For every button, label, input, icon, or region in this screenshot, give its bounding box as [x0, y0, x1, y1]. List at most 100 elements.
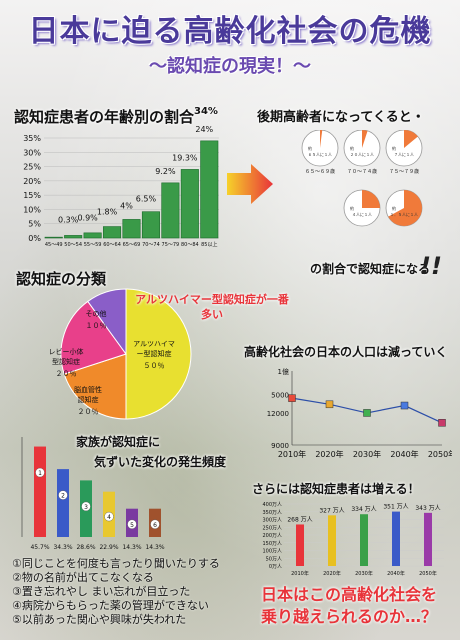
pie-value-label: ５０％ — [144, 362, 165, 370]
poster-subtitle: ～認知症の現実！～ — [149, 56, 311, 77]
mini-pie-text: ７人に１人 — [394, 152, 414, 157]
x-tick-label: 2010年 — [291, 570, 309, 577]
y-tick-label: 200万人 — [262, 533, 282, 539]
data-label: 24% — [195, 126, 213, 134]
line-marker — [288, 394, 296, 402]
pie-slice — [63, 353, 127, 420]
bar-number: 5 — [130, 522, 134, 529]
list-item: ④病院からもらった薬の管理ができない — [12, 599, 209, 612]
line-marker — [438, 419, 446, 427]
mini-pie-label: 約 — [350, 205, 354, 211]
y-tick-label: 25% — [23, 163, 41, 172]
mini-pie-text: ６５人に１人 — [308, 152, 332, 157]
x-tick-label: 2050年 — [428, 449, 452, 459]
age-chart-title-text: 認知症患者の年齢別の割合 — [14, 108, 195, 126]
bar — [180, 169, 199, 239]
patients-title: さらには認知症患者は増える！ — [252, 482, 420, 496]
types-callout: アルツハイマー型認知症が一番多い — [135, 293, 289, 321]
bar-number: 3 — [84, 504, 88, 511]
bar — [44, 236, 63, 239]
list-item: ①同じことを何度も言ったり聞いたりする — [12, 557, 220, 570]
mini-pie-slice — [404, 130, 418, 148]
mini-pie-label: 約 — [350, 145, 354, 151]
mini-pie-label: 約 — [308, 145, 312, 151]
line-marker — [325, 400, 334, 409]
bar-number-badge — [127, 519, 137, 529]
bar — [34, 446, 46, 537]
x-tick-label: 2010年 — [278, 449, 306, 459]
bar-number: 6 — [153, 522, 157, 529]
mini-pie-label: 約 — [392, 205, 396, 211]
bar — [200, 140, 219, 239]
bar — [103, 226, 122, 239]
bar-number-badge — [104, 511, 114, 522]
y-tick-label: 35% — [23, 134, 41, 143]
data-label: 0.3% — [58, 216, 79, 225]
age-bar-chart: 0% 5% 10% 15% 20% 25% 30% 35% 45～49 50～54 0.3% 55～5… — [23, 126, 219, 248]
bar — [328, 515, 336, 566]
y-tick-label: 10% — [23, 205, 41, 214]
pie-value-label: ２０％ — [78, 408, 99, 416]
line-marker — [400, 401, 409, 410]
data-label: 45.7% — [30, 544, 49, 551]
pie-slice — [87, 288, 127, 356]
x-tick-label: 55～59 — [84, 242, 102, 248]
mini-pie-label: 約 — [392, 145, 396, 151]
x-tick-label: 85以上 — [201, 241, 217, 248]
data-label: 28.6% — [76, 544, 95, 551]
list-item: ③置き忘れやし まい忘れが目立った — [12, 585, 191, 598]
pie-name-label: ー型認知症 — [137, 349, 172, 358]
x-tick-label: 2030年 — [355, 570, 373, 577]
late-elderly-pies: 約６５人に１人６５～６９歳約２０人に１人７０～７４歳約７人に１人７５～７９歳約４… — [301, 130, 423, 227]
x-tick-label: 50～54 — [64, 242, 82, 248]
pie-name-label: その他 — [86, 309, 107, 318]
y-tick-label: 20% — [23, 177, 41, 186]
mini-pie-slice — [362, 130, 368, 148]
mini-pie-caption: ７５～７９歳 — [389, 168, 419, 175]
mini-pie-slice — [388, 190, 422, 226]
y-tick-label: 5000 — [271, 392, 289, 400]
data-label: 14.3% — [122, 544, 141, 551]
list-item: ⑤以前あった関心や興味が失われた — [12, 613, 187, 626]
population-title: 高齢化社会の日本の人口は減っていく — [244, 345, 448, 359]
family-change-list: ①同じことを何度も言ったり聞いたりする ②物の名前が出てこなくなる ③置き忘れや… — [12, 557, 220, 627]
x-tick-label: 45～49 — [45, 242, 63, 248]
x-tick-label: 2040年 — [387, 570, 405, 577]
bar — [296, 524, 304, 566]
bar — [64, 235, 83, 239]
pie-value-label: ２０％ — [56, 370, 77, 378]
y-tick-label: 30% — [23, 148, 41, 157]
y-tick-label: 1億 — [278, 367, 289, 376]
bar-number: 4 — [107, 514, 111, 521]
data-label: 6.5% — [136, 194, 157, 203]
y-tick-label: 0万人 — [269, 564, 282, 570]
y-tick-label: 350万人 — [262, 510, 282, 516]
bar-number: 1 — [38, 470, 42, 477]
bar — [141, 211, 160, 239]
data-label: 327 万人 — [319, 507, 344, 514]
bar-number-badge — [58, 490, 68, 500]
x-tick-label: 2040年 — [390, 449, 418, 459]
mini-pie-text: １．５人に１人 — [390, 212, 418, 217]
y-tick-label: 9000 — [271, 442, 289, 450]
bar-number-badge — [35, 467, 45, 478]
y-tick-label: 100万人 — [262, 549, 282, 555]
y-tick-label: 150万人 — [262, 541, 282, 547]
x-tick-label: 65～69 — [123, 242, 141, 248]
age-chart-title: 認知症患者の年齢別の割合34% — [14, 106, 218, 127]
x-tick-label: 2020年 — [315, 449, 343, 459]
bar — [57, 469, 69, 537]
data-label: 34.3% — [53, 544, 72, 551]
exclaim-mark: !! — [420, 252, 442, 280]
pie-name-label: 型認知症 — [52, 357, 80, 366]
right-arrow-icon — [227, 164, 273, 204]
data-label: 1.8% — [97, 208, 118, 217]
y-tick-label: 12000 — [267, 410, 289, 418]
data-label: 4% — [120, 201, 133, 210]
bar — [83, 232, 102, 239]
data-label: 14.3% — [145, 544, 164, 551]
y-tick-label: 15% — [23, 191, 41, 200]
y-tick-label: 50万人 — [266, 556, 282, 562]
